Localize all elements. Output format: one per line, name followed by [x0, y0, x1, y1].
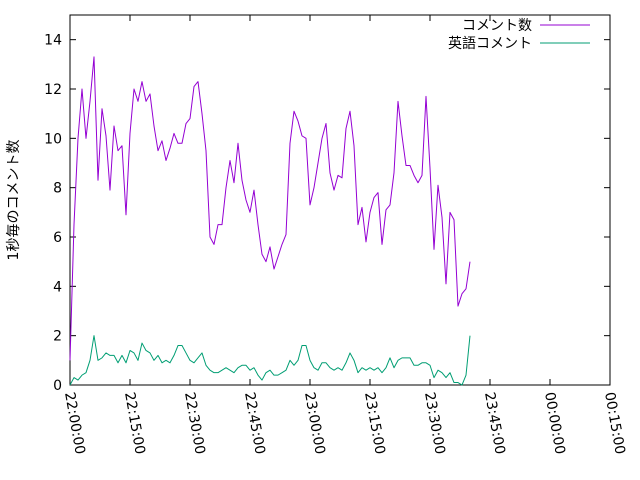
x-tick-label: 00:15:00	[601, 391, 628, 456]
series-line-1	[69, 335, 471, 386]
x-axis: 22:00:00 22:15:00 22:30:00 22:45:00 23:00:00…	[61, 15, 628, 456]
x-tick-label: 22:00:00	[61, 391, 88, 456]
y-tick-label: 0	[53, 378, 62, 394]
y-axis-label: 1秒毎のコメント数	[6, 140, 22, 261]
x-tick-label: 23:30:00	[421, 391, 448, 456]
y-tick-label: 4	[53, 279, 62, 295]
x-tick-label: 00:00:00	[541, 391, 568, 456]
plot-frame	[69, 14, 611, 386]
y-tick-label: 2	[53, 329, 62, 345]
y-tick-label: 8	[53, 181, 62, 197]
x-tick-label: 23:00:00	[301, 391, 328, 456]
x-tick-label: 22:15:00	[121, 391, 148, 456]
x-tick-label: 23:45:00	[481, 391, 508, 456]
series-layer	[69, 56, 471, 386]
y-tick-label: 10	[44, 131, 62, 147]
x-tick-label: 23:15:00	[361, 391, 388, 456]
y-tick-label: 6	[53, 230, 62, 246]
legend-label: 英語コメント	[448, 35, 532, 52]
legend-label: コメント数	[462, 18, 532, 34]
x-tick-label: 22:45:00	[241, 391, 268, 456]
y-tick-label: 12	[44, 82, 62, 98]
y-axis: 0 2 4 6 8 10 12 14	[44, 33, 610, 394]
x-tick-label: 22:30:00	[181, 391, 208, 456]
y-tick-label: 14	[44, 33, 62, 49]
series-line-0	[69, 56, 471, 361]
